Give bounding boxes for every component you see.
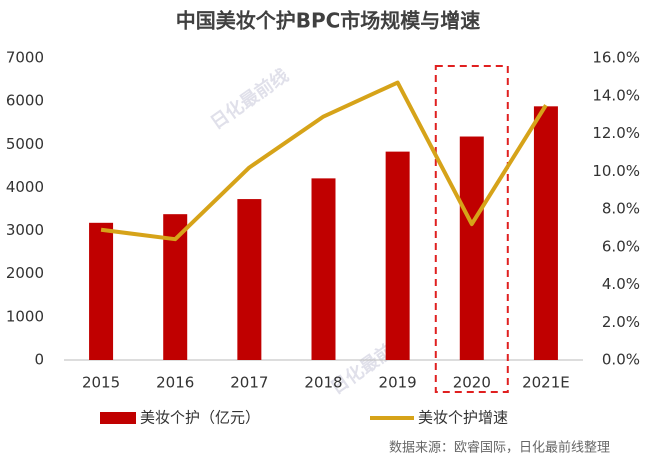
x-tick-label: 2015 xyxy=(82,374,120,392)
x-tick-label: 2021E xyxy=(522,374,570,392)
y2-tick-label: 6.0% xyxy=(602,237,640,255)
bar xyxy=(311,178,336,360)
y2-tick-label: 8.0% xyxy=(602,200,640,218)
y-tick-label: 5000 xyxy=(6,135,44,153)
x-tick-label: 2018 xyxy=(304,374,342,392)
y2-tick-label: 16.0% xyxy=(592,49,640,67)
x-tick-label: 2020 xyxy=(453,374,491,392)
highlight-box xyxy=(434,65,509,393)
y2-tick-label: 10.0% xyxy=(592,162,640,180)
x-tick-label: 2017 xyxy=(230,374,268,392)
bar xyxy=(237,199,262,360)
y-tick-label: 6000 xyxy=(6,92,44,110)
y-tick-label: 3000 xyxy=(6,221,44,239)
bar xyxy=(459,136,484,360)
y-tick-label: 0 xyxy=(34,351,44,369)
watermark: 日化最前线 xyxy=(206,64,292,134)
y2-tick-label: 2.0% xyxy=(602,313,640,331)
legend-label: 美妆个护（亿元） xyxy=(140,409,260,427)
x-tick-label: 2019 xyxy=(379,374,417,392)
y2-tick-label: 4.0% xyxy=(602,275,640,293)
chart-title: 中国美妆个护BPC市场规模与增速 xyxy=(176,9,481,33)
y-tick-label: 2000 xyxy=(6,264,44,282)
legend-label: 美妆个护增速 xyxy=(418,409,508,427)
legend-swatch xyxy=(100,412,136,424)
source-note: 数据来源：欧睿国际，日化最前线整理 xyxy=(389,440,610,456)
y2-tick-label: 12.0% xyxy=(592,124,640,142)
bar xyxy=(533,106,558,360)
bar xyxy=(385,151,410,360)
x-tick-label: 2016 xyxy=(156,374,194,392)
y2-tick-label: 0.0% xyxy=(602,351,640,369)
y-tick-label: 1000 xyxy=(6,307,44,325)
bar xyxy=(89,222,114,360)
y-tick-label: 7000 xyxy=(6,49,44,67)
y2-tick-label: 14.0% xyxy=(592,86,640,104)
y-tick-label: 4000 xyxy=(6,178,44,196)
line xyxy=(100,80,548,242)
bar xyxy=(163,214,188,360)
